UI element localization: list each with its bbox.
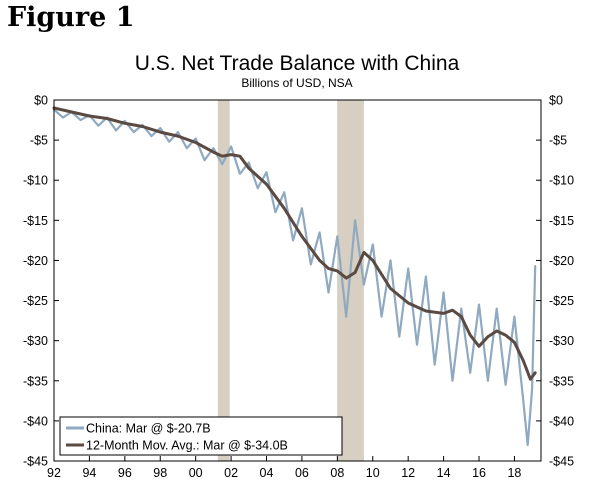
- y-tick-label-left: -$35: [23, 374, 48, 388]
- y-tick-label-left: -$30: [23, 334, 48, 348]
- x-tick-label: 18: [507, 466, 521, 480]
- y-tick-label-right: -$5: [549, 134, 567, 148]
- series-lines: [52, 106, 537, 447]
- x-tick-label: 98: [153, 466, 167, 480]
- x-tick-label: 16: [472, 466, 486, 480]
- legend-label-moving-average: 12-Month Mov. Avg.: Mar @ $-34.0B: [86, 439, 288, 453]
- y-tick-label-right: -$30: [549, 334, 574, 348]
- series-line-china: [52, 108, 537, 447]
- axis-ticks: 92 94 96 98 00 02 04 06 08 10 12 14 16 18 $0 $0 -$5 -$5 -$…: [23, 94, 574, 481]
- y-tick-label-right: -$40: [549, 414, 574, 428]
- x-tick-label: 12: [401, 466, 415, 480]
- x-tick-label: 00: [189, 466, 203, 480]
- figure-label: Figure 1: [7, 2, 135, 33]
- y-tick-label-right: -$25: [549, 294, 574, 308]
- y-tick-label-left: -$25: [23, 294, 48, 308]
- y-tick-label-left: -$10: [23, 174, 48, 188]
- y-tick-label-left: $0: [34, 94, 48, 108]
- x-tick-label: 04: [260, 466, 274, 480]
- y-tick-label-left: -$5: [30, 134, 48, 148]
- legend-label-china: China: Mar @ $-20.7B: [86, 422, 211, 436]
- x-tick-label: 10: [366, 466, 380, 480]
- chart-title: U.S. Net Trade Balance with China: [135, 52, 460, 75]
- x-tick-label: 08: [330, 466, 344, 480]
- x-tick-label: 14: [437, 466, 451, 480]
- x-tick-label: 96: [118, 466, 132, 480]
- chart-subtitle: Billions of USD, NSA: [241, 76, 352, 90]
- y-tick-label-left: -$15: [23, 214, 48, 228]
- legend-box: [59, 416, 343, 456]
- y-tick-label-right: -$15: [549, 214, 574, 228]
- y-tick-label-left: -$40: [23, 414, 48, 428]
- y-tick-label-right: $0: [549, 94, 563, 108]
- plot-frame: [53, 99, 542, 462]
- y-tick-label-left: -$20: [23, 254, 48, 268]
- x-tick-label: 94: [82, 466, 96, 480]
- x-tick-label: 02: [224, 466, 238, 480]
- y-tick-label-right: -$45: [549, 455, 574, 469]
- x-tick-label: 06: [295, 466, 309, 480]
- y-tick-label-right: -$20: [549, 254, 574, 268]
- legend: China: Mar @ $-20.7B 12-Month Mov. Avg.:…: [59, 416, 343, 456]
- y-tick-label-left: -$45: [23, 455, 48, 469]
- series-line-moving-average: [52, 106, 537, 381]
- y-tick-label-right: -$35: [549, 374, 574, 388]
- recession-band: [217, 100, 230, 461]
- x-tick-label: 92: [47, 466, 61, 480]
- y-tick-label-right: -$10: [549, 174, 574, 188]
